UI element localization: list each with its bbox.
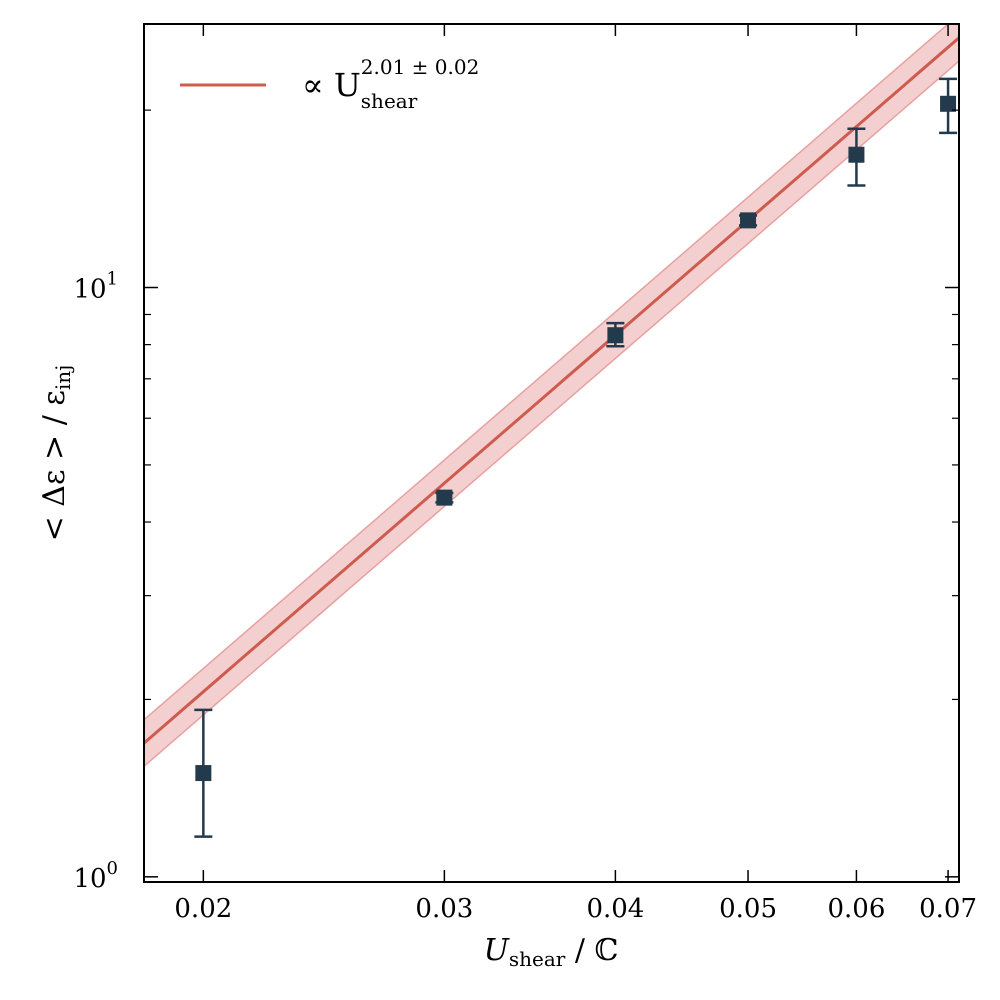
y-tick-label-base: 10 xyxy=(73,275,106,305)
x-tick-label: 0.05 xyxy=(719,894,777,924)
x-axis-label-rest: / ℂ xyxy=(565,933,618,968)
data-point-marker xyxy=(436,489,453,506)
legend: ∝ U2.01 ± 0.02 shear xyxy=(180,55,479,113)
y-tick-label-exp: 1 xyxy=(107,269,118,290)
legend-label-sup: 2.01 ± 0.02 xyxy=(361,55,480,79)
legend-label-main: ∝ U xyxy=(302,66,361,104)
y-tick-label: 101 xyxy=(73,269,118,305)
data-point-marker xyxy=(940,95,957,112)
y-tick-label-exp: 0 xyxy=(107,858,118,879)
y-axis-label-main: < Δε > / ε xyxy=(37,390,72,541)
legend-label-sub: shear xyxy=(361,89,418,113)
data-point-marker xyxy=(607,327,624,344)
x-axis-label-main: U xyxy=(484,933,511,968)
y-axis-label: < Δε > / εinj xyxy=(37,365,75,542)
x-tick-label: 0.04 xyxy=(586,894,644,924)
data-point-group xyxy=(606,321,625,348)
data-point-group xyxy=(194,708,213,838)
legend-label: ∝ U2.01 ± 0.02 shear xyxy=(302,55,479,113)
fit-band-layer xyxy=(144,24,959,768)
x-tick-label: 0.02 xyxy=(174,894,232,924)
fit-line xyxy=(144,36,959,745)
data-point-marker xyxy=(740,212,757,229)
x-axis-label-sub: shear xyxy=(509,947,566,971)
fit-uncertainty-band xyxy=(144,24,959,768)
y-tick-label: 100 xyxy=(73,858,118,894)
fit-line-layer xyxy=(144,36,959,745)
data-point-group xyxy=(939,77,958,135)
y-tick-label-base: 10 xyxy=(73,864,106,894)
data-points-layer xyxy=(194,77,958,838)
data-point-group xyxy=(739,212,758,229)
data-point-marker xyxy=(195,765,212,782)
x-tick-label: 0.06 xyxy=(827,894,885,924)
x-tick-label: 0.07 xyxy=(919,894,977,924)
data-point-group xyxy=(435,489,454,506)
y-axis-label-sub: inj xyxy=(51,365,75,390)
plot-frame xyxy=(143,23,960,883)
x-tick-label: 0.03 xyxy=(415,894,473,924)
data-point-marker xyxy=(848,146,865,163)
x-axis-label: Ushear / ℂ xyxy=(484,933,619,971)
data-point-group xyxy=(847,127,866,187)
